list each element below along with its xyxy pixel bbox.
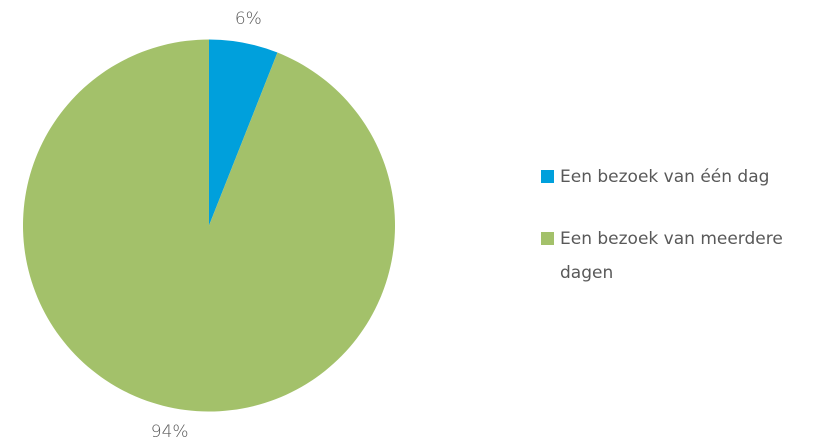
legend-item: Een bezoek van één dag <box>541 160 801 194</box>
legend-label: Een bezoek van één dag <box>560 167 770 187</box>
legend-swatch <box>541 170 554 183</box>
pie-slice <box>22 39 396 412</box>
legend-item: Een bezoek van meerdere dagen <box>541 222 801 290</box>
legend-label: Een bezoek van meerdere dagen <box>560 229 783 283</box>
pie-slice <box>209 39 278 226</box>
data-label: 6% <box>235 9 262 29</box>
data-label: 94% <box>151 422 189 442</box>
legend: Een bezoek van één dag Een bezoek van mee… <box>541 160 801 318</box>
legend-swatch <box>541 232 554 245</box>
